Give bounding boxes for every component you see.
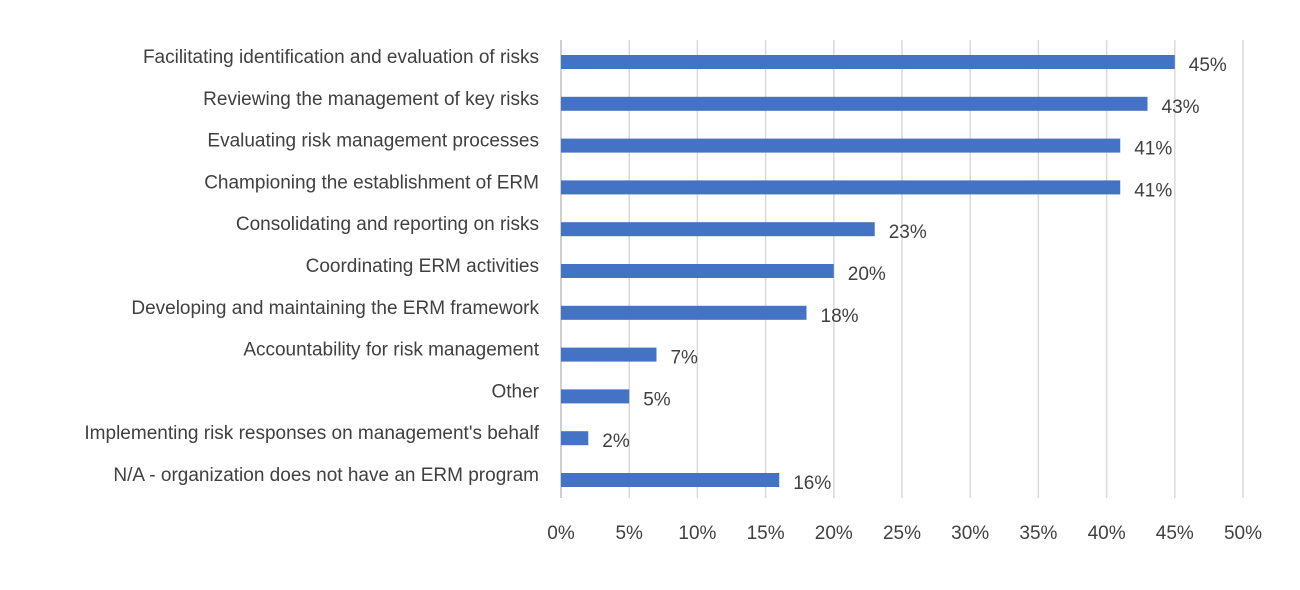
category-labels: Facilitating identification and evaluati… (84, 47, 539, 486)
data-label: 41% (1134, 180, 1172, 201)
category-label: N/A - organization does not have an ERM … (113, 465, 539, 486)
category-label: Consolidating and reporting on risks (236, 214, 539, 235)
data-label: 41% (1134, 139, 1172, 160)
bar (561, 222, 875, 237)
data-label: 5% (643, 389, 671, 410)
x-tick-label: 10% (678, 523, 716, 544)
x-tick-label: 50% (1224, 523, 1262, 544)
bar (561, 264, 834, 278)
x-tick-label: 45% (1156, 523, 1194, 544)
data-label: 16% (793, 473, 831, 494)
bar (561, 96, 1148, 111)
bar (561, 389, 630, 404)
bar (561, 431, 589, 446)
data-label: 43% (1162, 97, 1200, 118)
data-label: 7% (670, 348, 698, 369)
category-label: Facilitating identification and evaluati… (143, 47, 539, 68)
x-tick-label: 20% (815, 523, 853, 544)
data-labels: 45% 43% 41% 41% 23%20% 18% 7% 5% 2% 16% (602, 55, 1227, 494)
x-tick-label: 35% (1019, 523, 1057, 544)
bar (561, 138, 1121, 153)
x-tick-label: 0% (547, 523, 575, 544)
category-label: Other (491, 381, 539, 402)
data-label: 2% (602, 431, 630, 452)
x-tick-label: 40% (1088, 523, 1126, 544)
x-tick-label: 30% (951, 523, 989, 544)
category-label: Coordinating ERM activities (306, 256, 539, 277)
category-label: Developing and maintaining the ERM frame… (131, 298, 539, 319)
bar (561, 180, 1121, 195)
x-tick-label: 25% (883, 523, 921, 544)
category-label: Accountability for risk management (243, 340, 539, 361)
category-label: Implementing risk responses on managemen… (84, 423, 539, 444)
x-axis-tick-labels: 0% 5% 10% 15% 20% 25% 30% 35% 40% 45% 50% (547, 523, 1262, 544)
data-label: 23% (889, 222, 927, 243)
bars (561, 55, 1175, 487)
category-label: Championing the establishment of ERM (204, 172, 539, 193)
bar (561, 55, 1175, 69)
x-tick-label: 5% (615, 523, 643, 544)
data-label: 20% (848, 264, 886, 285)
bar (561, 473, 780, 487)
bar (561, 347, 657, 362)
data-label: 45% (1189, 55, 1227, 76)
bar (561, 305, 807, 320)
x-tick-label: 15% (747, 523, 785, 544)
data-label: 18% (821, 306, 859, 327)
category-label: Reviewing the management of key risks (203, 89, 539, 110)
category-label: Evaluating risk management processes (207, 131, 539, 152)
